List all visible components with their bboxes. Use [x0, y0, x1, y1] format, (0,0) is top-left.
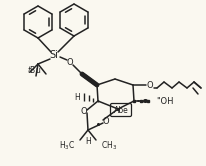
- FancyBboxPatch shape: [110, 103, 131, 117]
- Text: H$_3$C: H$_3$C: [58, 140, 75, 152]
- Text: O: O: [102, 117, 109, 125]
- Text: $t$Bu: $t$Bu: [27, 64, 41, 75]
- Text: CH$_3$: CH$_3$: [101, 140, 117, 152]
- Text: ''OH: ''OH: [155, 96, 173, 106]
- Text: O: O: [146, 81, 153, 89]
- Text: O: O: [80, 107, 87, 116]
- Text: Abe: Abe: [113, 106, 128, 115]
- Text: Si: Si: [49, 50, 58, 60]
- Text: O: O: [66, 57, 73, 67]
- Text: H: H: [74, 92, 80, 101]
- Text: H: H: [85, 137, 90, 146]
